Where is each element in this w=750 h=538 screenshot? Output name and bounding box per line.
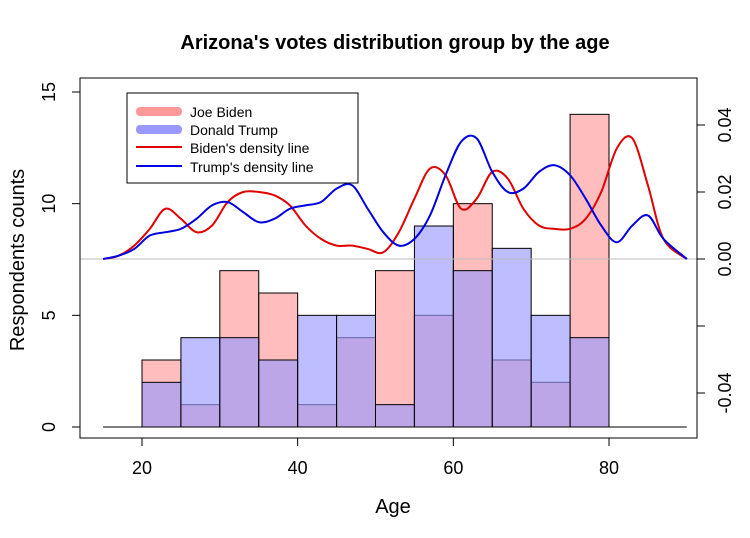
legend-label-trump-density: Trump's density line xyxy=(190,159,314,175)
x-tick-label: 20 xyxy=(132,458,152,478)
legend-label-biden: Joe Biden xyxy=(190,104,252,120)
trump-bar xyxy=(297,314,338,428)
chart-title: Arizona's votes distribution group by th… xyxy=(180,32,609,54)
x-tick-label: 40 xyxy=(288,458,308,478)
y-tick-label: 0 xyxy=(39,422,59,432)
trump-bar xyxy=(336,314,377,428)
biden-density-line xyxy=(102,135,688,260)
y2-tick-label: -0.04 xyxy=(715,372,735,413)
axes: 20 40 60 80 0 5 10 15 -0.04 0.00 0.02 0.04 xyxy=(39,77,735,478)
y-tick-label: 10 xyxy=(39,194,59,214)
legend-swatch-biden xyxy=(136,107,182,116)
legend-label-biden-density: Biden's density line xyxy=(190,140,310,156)
trump-bar xyxy=(452,270,493,428)
trump-bar xyxy=(180,337,221,428)
legend-swatch-trump xyxy=(136,125,182,134)
trump-bar xyxy=(141,381,182,428)
y2-tick-label: 0.00 xyxy=(715,241,735,276)
y-tick-label: 5 xyxy=(39,310,59,320)
y2-tick-label: 0.02 xyxy=(715,174,735,209)
x-tick-label: 60 xyxy=(443,458,463,478)
trump-bars xyxy=(141,225,610,428)
trump-bar xyxy=(413,225,454,428)
biden-bar xyxy=(375,270,415,428)
trump-bar xyxy=(375,404,415,428)
x-axis-label: Age xyxy=(375,496,411,518)
y2-tick-label: 0.04 xyxy=(715,107,735,142)
trump-bar xyxy=(219,337,260,428)
y-axis-label: Respondents counts xyxy=(7,169,29,351)
trump-bar xyxy=(491,247,532,428)
x-tick-label: 80 xyxy=(599,458,619,478)
trump-bar xyxy=(569,337,610,428)
density-lines xyxy=(102,134,688,260)
legend-label-trump: Donald Trump xyxy=(190,122,278,138)
y-tick-label: 15 xyxy=(39,82,59,102)
trump-density-line xyxy=(102,134,688,260)
legend: Joe Biden Donald Trump Biden's density l… xyxy=(126,92,359,184)
trump-bar xyxy=(258,359,299,428)
trump-bar xyxy=(530,314,571,428)
